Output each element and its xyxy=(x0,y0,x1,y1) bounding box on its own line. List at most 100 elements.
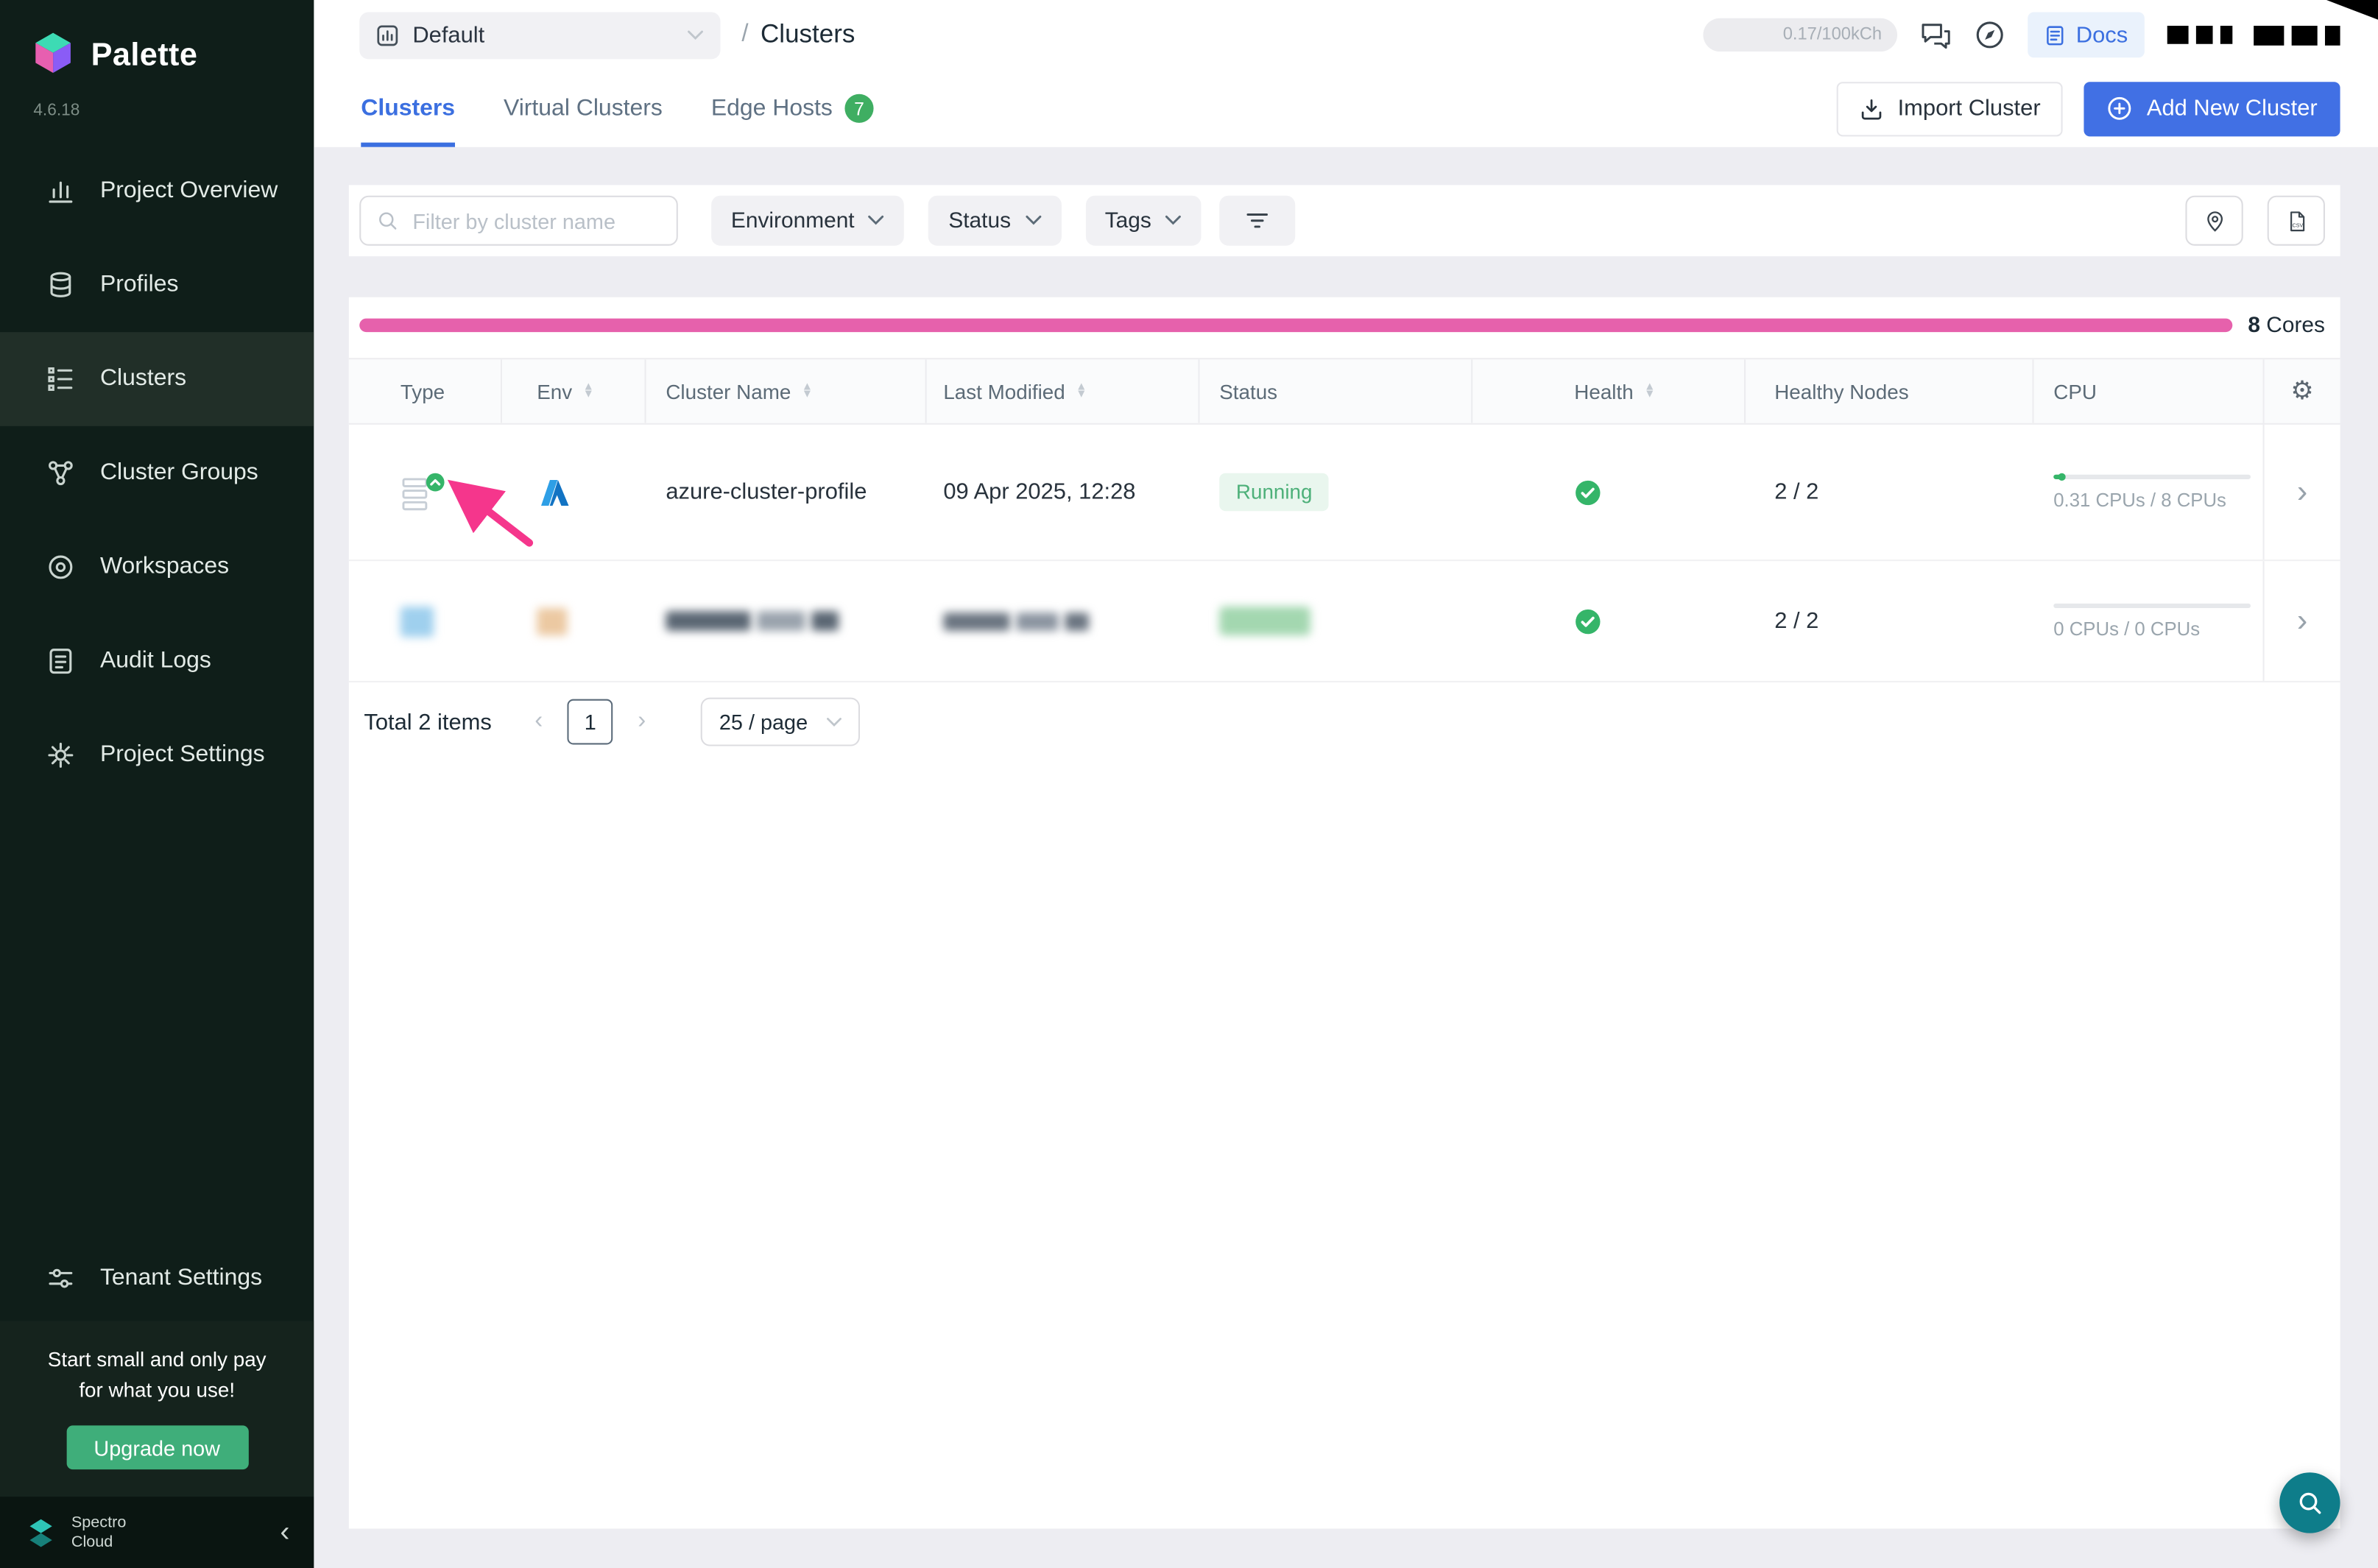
bar-chart-icon xyxy=(46,176,76,206)
project-selector[interactable]: Default xyxy=(359,11,721,59)
clusters-table-panel: 8 Cores Type Env ▲ ▼ Cluster Name ▲ xyxy=(348,297,2340,1529)
tab-virtual-clusters[interactable]: Virtual Clusters xyxy=(504,70,663,147)
pagination-total: Total 2 items xyxy=(364,709,492,735)
column-label: Healthy Nodes xyxy=(1774,380,1909,403)
tab-label: Virtual Clusters xyxy=(503,94,663,121)
column-cpu: CPU xyxy=(2032,359,2262,423)
table-row[interactable]: azure-cluster-profile 09 Apr 2025, 12:28… xyxy=(348,424,2340,562)
prev-page-icon[interactable]: ‹ xyxy=(534,708,543,735)
import-cluster-button[interactable]: Import Cluster xyxy=(1837,81,2064,136)
column-health[interactable]: Health ▲ ▼ xyxy=(1471,359,1744,423)
sort-icon[interactable]: ▲ ▼ xyxy=(801,379,814,400)
tab-edge-hosts[interactable]: Edge Hosts 7 xyxy=(711,70,874,147)
status-cell xyxy=(1198,561,1471,681)
cluster-profile-type-icon xyxy=(401,471,446,514)
cluster-actions: Import Cluster Add New Cluster xyxy=(1837,81,2340,136)
cpu-cell: 0.31 CPUs / 8 CPUs xyxy=(2032,425,2262,559)
footer-brand-top: Spectro xyxy=(71,1513,127,1532)
page-number[interactable]: 1 xyxy=(567,699,613,745)
import-icon xyxy=(1860,96,1884,121)
healthy-nodes-cell: 2 / 2 xyxy=(1774,608,1819,635)
list-icon xyxy=(46,364,76,394)
sidebar-item-cluster-groups[interactable]: Cluster Groups xyxy=(0,426,314,520)
next-page-icon[interactable]: › xyxy=(638,708,646,735)
column-env[interactable]: Env ▲ ▼ xyxy=(501,359,645,423)
redacted-corner xyxy=(2326,0,2378,20)
sidebar-item-workspaces[interactable]: Workspaces xyxy=(0,520,314,615)
collapse-sidebar-icon[interactable]: ‹ xyxy=(280,1515,290,1548)
sidebar-item-label: Clusters xyxy=(99,365,187,392)
page-size-select[interactable]: 25 / page xyxy=(701,697,860,746)
cpu-usage-text: 0 CPUs / 0 CPUs xyxy=(2053,618,2201,640)
sort-icon[interactable]: ▲ ▼ xyxy=(582,379,594,400)
upgrade-now-button[interactable]: Upgrade now xyxy=(66,1425,248,1470)
health-cell xyxy=(1471,425,1744,559)
chevron-right-icon[interactable]: › xyxy=(2296,473,2308,509)
chevron-down-icon xyxy=(1165,215,1182,226)
content-area: Environment Status Tags xyxy=(314,146,2378,1568)
search-fab-button[interactable] xyxy=(2279,1472,2340,1533)
column-label: Health xyxy=(1574,380,1634,403)
csv-file-icon: CSV xyxy=(2284,208,2307,233)
gear-icon xyxy=(46,740,76,770)
table-row[interactable]: 2 / 2 0 CPUs / 0 CPUs › xyxy=(348,561,2340,682)
promo-line-1: Start small and only pay xyxy=(47,1347,267,1371)
cpu-usage-bar xyxy=(2053,602,2251,608)
health-cell xyxy=(1471,561,1744,681)
cluster-env-cell xyxy=(501,561,645,681)
sidebar: Palette 4.6.18 Project Overview Profil xyxy=(0,0,314,1568)
compass-icon[interactable] xyxy=(1975,20,2005,50)
column-cluster-name[interactable]: Cluster Name ▲ ▼ xyxy=(645,359,925,423)
location-pin-icon xyxy=(2203,208,2226,233)
chevron-down-icon xyxy=(687,29,704,40)
chevron-right-icon[interactable]: › xyxy=(2296,602,2308,638)
status-filter-dropdown[interactable]: Status xyxy=(928,195,1062,246)
tags-filter-dropdown[interactable]: Tags xyxy=(1084,195,1202,246)
pagination: Total 2 items ‹ 1 › 25 / page xyxy=(349,682,2340,761)
cluster-name-cell xyxy=(645,561,925,681)
cpu-usage-bar xyxy=(2053,472,2251,480)
sidebar-item-clusters[interactable]: Clusters xyxy=(0,332,314,426)
column-type: Type xyxy=(349,359,501,423)
sidebar-footer: Spectro Cloud ‹ xyxy=(0,1497,314,1568)
column-last-modified[interactable]: Last Modified ▲ ▼ xyxy=(925,359,1199,423)
sidebar-item-project-overview[interactable]: Project Overview xyxy=(0,144,314,239)
sidebar-item-tenant-settings[interactable]: Tenant Settings xyxy=(0,1235,314,1320)
document-icon xyxy=(2044,24,2065,46)
add-new-cluster-button[interactable]: Add New Cluster xyxy=(2084,81,2340,136)
chat-icon[interactable] xyxy=(1920,21,1952,49)
export-csv-button[interactable]: CSV xyxy=(2267,195,2325,246)
tab-clusters[interactable]: Clusters xyxy=(361,70,456,147)
status-cell: Running xyxy=(1198,425,1471,559)
promo-line-2: for what you use! xyxy=(79,1378,236,1401)
capacity-label: 8 Cores xyxy=(2248,314,2325,338)
capacity-usage-bar xyxy=(359,318,2233,333)
column-label: Cluster Name xyxy=(666,380,791,403)
status-filter-label: Status xyxy=(948,208,1012,233)
version-label: 4.6.18 xyxy=(33,102,80,120)
chevron-down-icon xyxy=(868,215,885,226)
project-selector-value: Default xyxy=(412,21,485,48)
sidebar-item-project-settings[interactable]: Project Settings xyxy=(0,708,314,802)
table-settings-gear-icon[interactable]: ⚙ xyxy=(2290,375,2314,406)
docs-button[interactable]: Docs xyxy=(2027,12,2145,58)
search-input[interactable] xyxy=(412,208,662,233)
sidebar-item-audit-logs[interactable]: Audit Logs xyxy=(0,614,314,708)
check-circle-icon xyxy=(1574,607,1601,635)
map-view-button[interactable] xyxy=(2185,195,2243,246)
sidebar-item-label: Project Settings xyxy=(99,741,265,768)
environment-filter-dropdown[interactable]: Environment xyxy=(711,195,905,246)
tags-filter-label: Tags xyxy=(1104,208,1151,233)
project-chart-icon xyxy=(376,24,399,46)
healthy-nodes-cell: 2 / 2 xyxy=(1774,478,1819,505)
top-header: Default / Clusters 0.17/100kCh xyxy=(314,0,2378,70)
sidebar-item-profiles[interactable]: Profiles xyxy=(0,238,314,332)
chevron-down-icon xyxy=(826,716,842,727)
advanced-filter-button[interactable] xyxy=(1219,195,1296,246)
sidebar-bottom: Tenant Settings Start small and only pay… xyxy=(0,1235,314,1568)
sort-icon[interactable]: ▲ ▼ xyxy=(1076,379,1087,400)
sort-icon[interactable]: ▲ ▼ xyxy=(1644,379,1656,400)
sidebar-nav: Project Overview Profiles xyxy=(0,144,314,802)
brand: Palette xyxy=(0,0,314,83)
breadcrumb: Clusters xyxy=(760,19,855,49)
